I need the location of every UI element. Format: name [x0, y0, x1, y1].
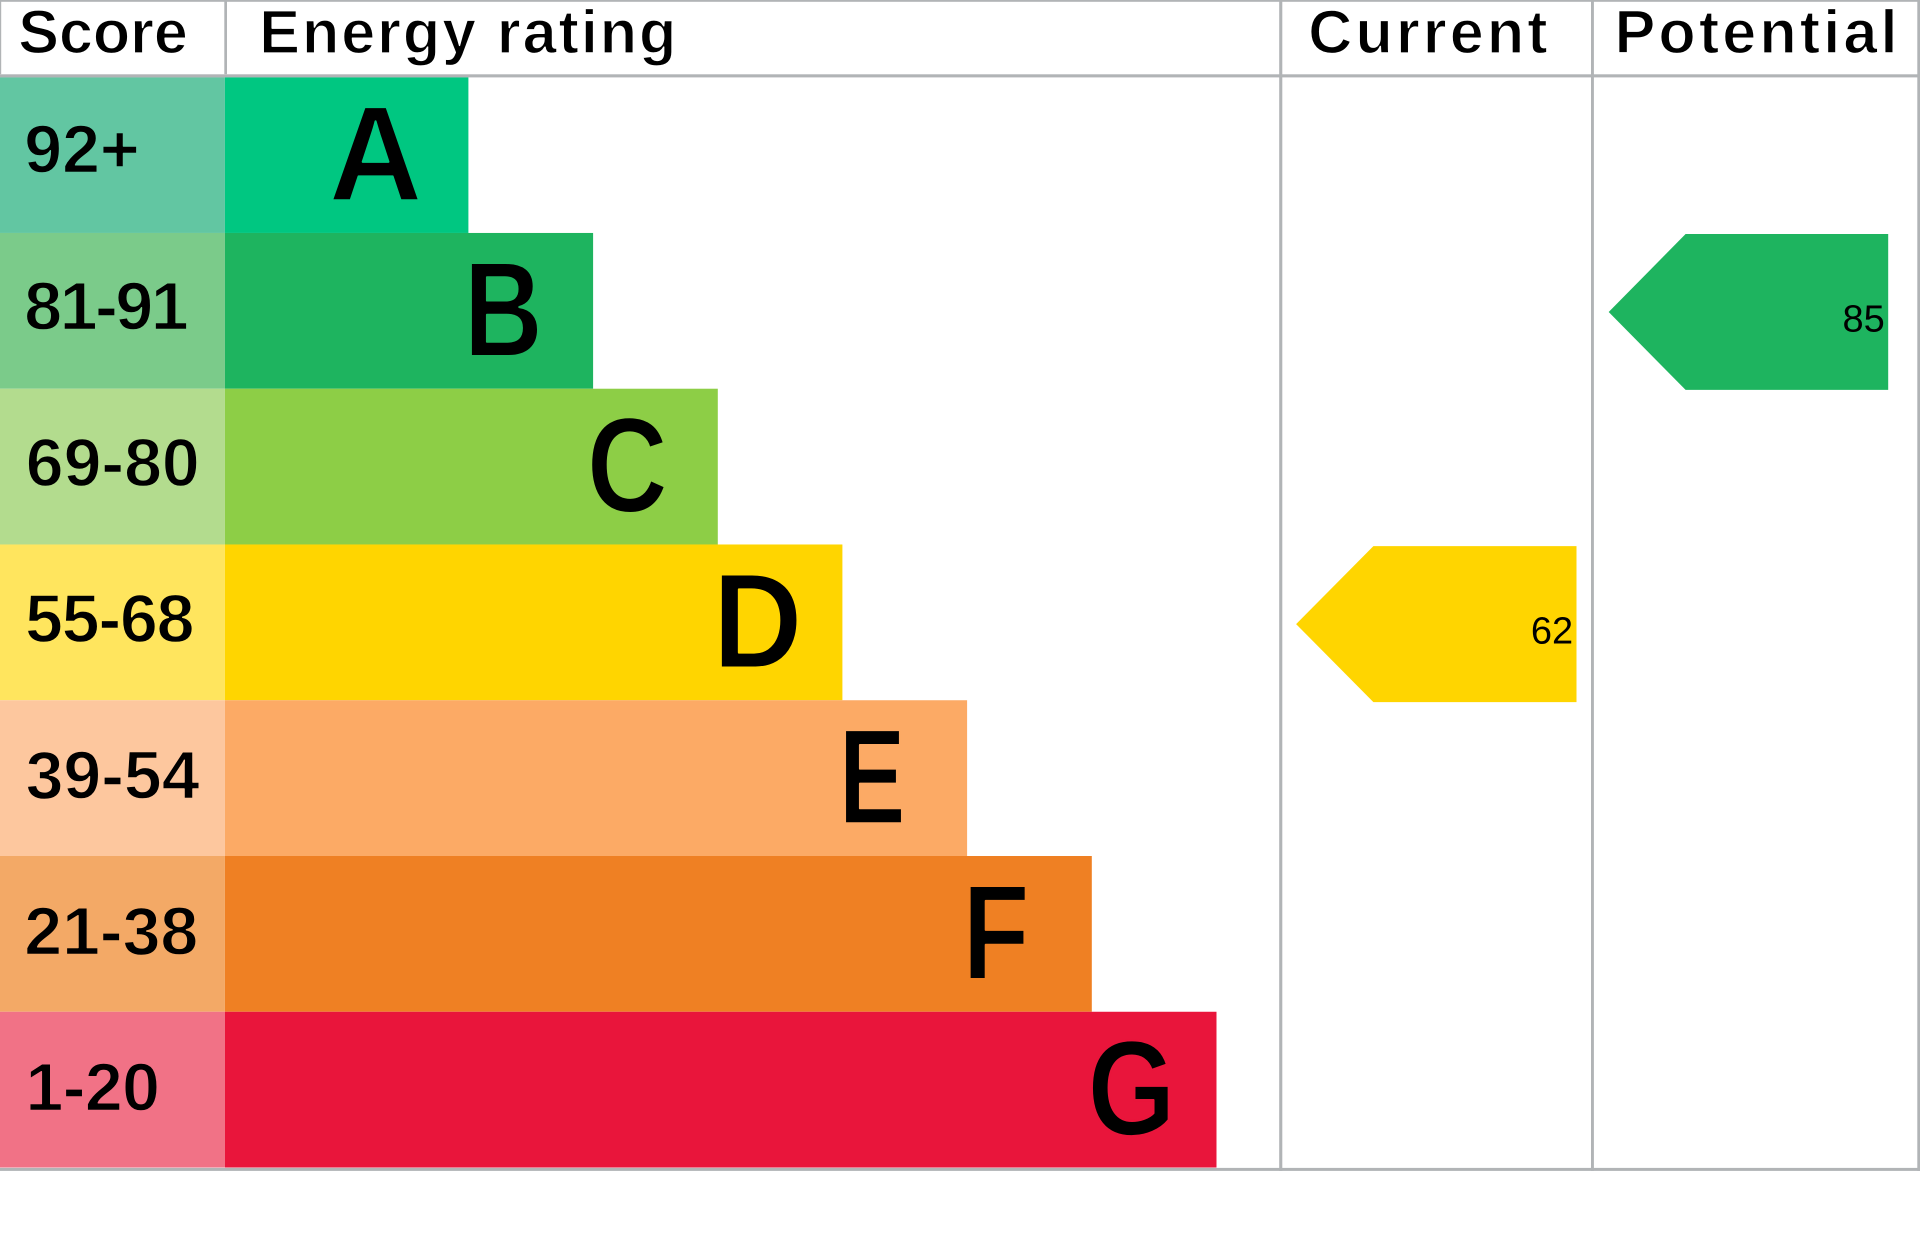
svg-text:92+: 92+	[24, 112, 139, 188]
svg-text:39-54: 39-54	[26, 737, 200, 813]
svg-text:Score: Score	[18, 0, 188, 66]
svg-text:62: 62	[1531, 610, 1573, 652]
svg-text:69-80: 69-80	[26, 425, 200, 501]
svg-text:21-38: 21-38	[24, 894, 198, 970]
svg-text:A: A	[329, 77, 423, 229]
svg-text:B: B	[464, 233, 543, 385]
svg-text:Potential: Potential	[1615, 0, 1898, 66]
svg-text:85: 85	[1843, 299, 1885, 341]
svg-text:C: C	[587, 389, 668, 541]
svg-text:Energy rating: Energy rating	[259, 0, 676, 66]
svg-text:F: F	[962, 856, 1029, 1008]
svg-text:D: D	[713, 545, 803, 697]
svg-text:Current: Current	[1308, 0, 1547, 66]
svg-text:55-68: 55-68	[25, 581, 194, 657]
svg-text:1-20: 1-20	[26, 1050, 161, 1126]
svg-text:81-91: 81-91	[24, 269, 188, 345]
svg-text:E: E	[839, 700, 906, 852]
svg-text:G: G	[1087, 1012, 1175, 1164]
